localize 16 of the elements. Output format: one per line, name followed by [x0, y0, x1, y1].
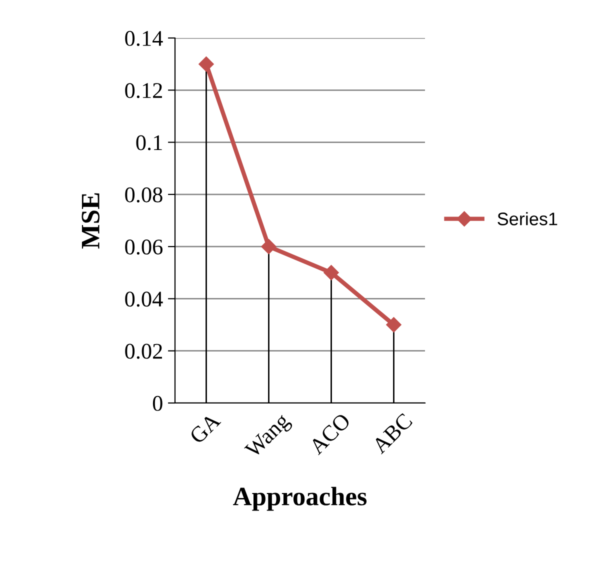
y-tick-label: 0.1 — [136, 135, 162, 150]
y-axis-title: MSE — [82, 193, 100, 249]
y-tick-label: 0.08 — [125, 187, 162, 202]
y-tick-label: 0.02 — [125, 344, 162, 359]
y-tick-label: 0.04 — [125, 292, 163, 307]
point — [324, 265, 339, 280]
point — [386, 317, 402, 332]
y-tick-label: 0.06 — [125, 240, 163, 255]
x-tick-label: GA — [188, 412, 222, 444]
y-tick-label: 0.14 — [125, 30, 163, 46]
point — [198, 56, 214, 72]
x-axis-title: Approaches — [233, 486, 367, 511]
legend-label: Series1 — [498, 212, 558, 226]
y-tick-label: 0.12 — [125, 83, 162, 98]
point — [261, 239, 276, 254]
y-tick-label: 0 — [152, 396, 162, 411]
